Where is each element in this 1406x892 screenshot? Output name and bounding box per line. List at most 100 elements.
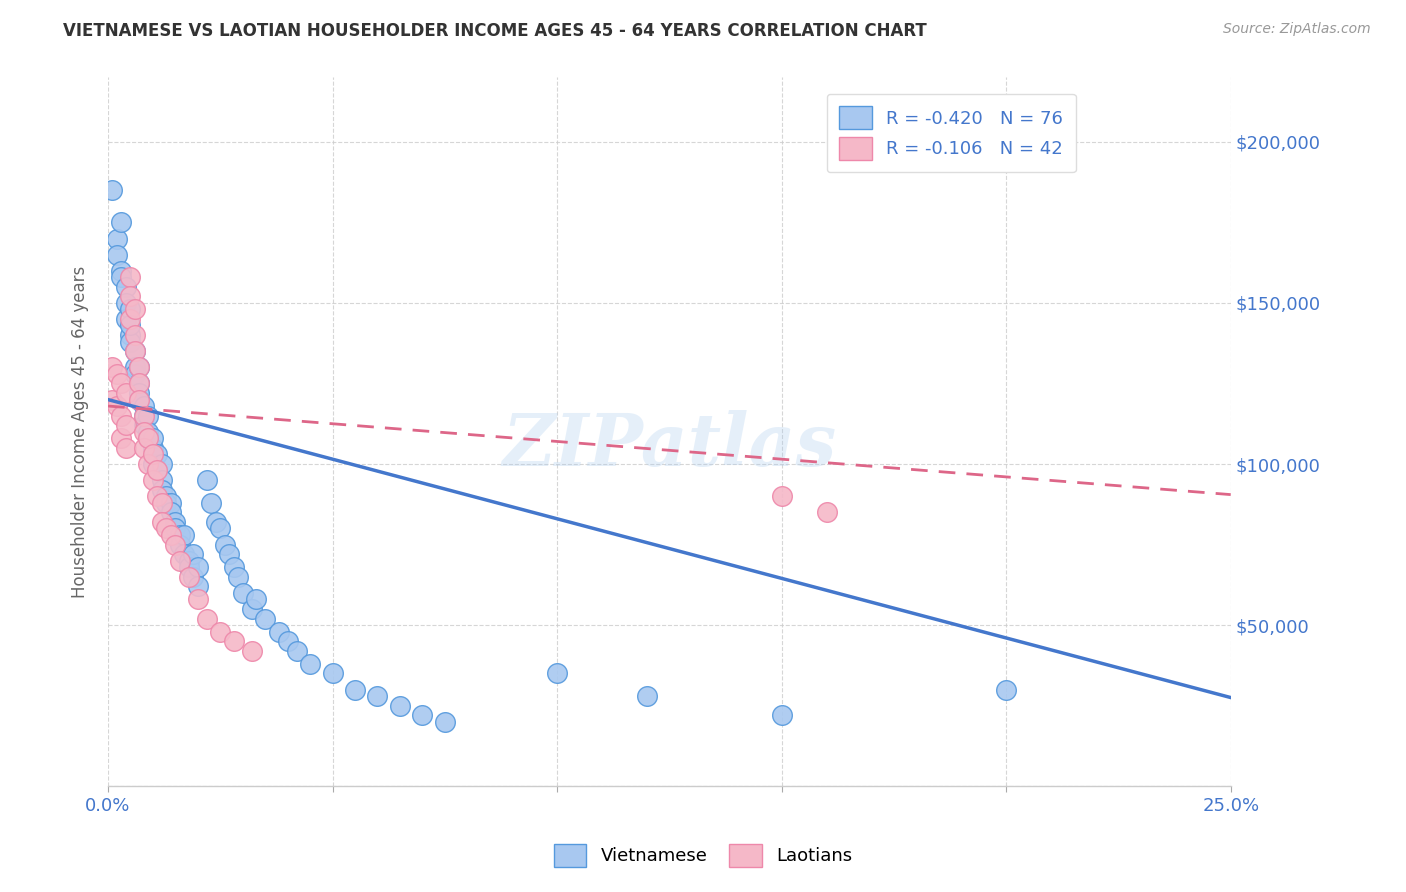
Point — [195, 612, 218, 626]
Point — [226, 570, 249, 584]
Point — [218, 547, 240, 561]
Point — [120, 328, 142, 343]
Point — [222, 634, 245, 648]
Point — [115, 280, 138, 294]
Point — [146, 447, 169, 461]
Point — [128, 386, 150, 401]
Point — [110, 215, 132, 229]
Point — [165, 515, 187, 529]
Point — [150, 515, 173, 529]
Point — [254, 612, 277, 626]
Point — [173, 547, 195, 561]
Point — [155, 496, 177, 510]
Y-axis label: Householder Income Ages 45 - 64 years: Householder Income Ages 45 - 64 years — [72, 266, 89, 598]
Point — [160, 505, 183, 519]
Point — [187, 560, 209, 574]
Point — [240, 644, 263, 658]
Point — [142, 447, 165, 461]
Point — [995, 682, 1018, 697]
Point — [120, 312, 142, 326]
Point — [240, 602, 263, 616]
Point — [132, 425, 155, 439]
Point — [277, 634, 299, 648]
Point — [110, 431, 132, 445]
Point — [177, 554, 200, 568]
Point — [120, 289, 142, 303]
Point — [128, 392, 150, 407]
Point — [267, 624, 290, 639]
Point — [770, 708, 793, 723]
Point — [150, 483, 173, 497]
Point — [200, 496, 222, 510]
Point — [770, 489, 793, 503]
Point — [132, 441, 155, 455]
Point — [366, 689, 388, 703]
Point — [105, 367, 128, 381]
Point — [142, 473, 165, 487]
Point — [169, 554, 191, 568]
Point — [146, 463, 169, 477]
Point — [173, 528, 195, 542]
Point — [142, 431, 165, 445]
Point — [132, 418, 155, 433]
Point — [128, 360, 150, 375]
Point — [124, 367, 146, 381]
Point — [120, 302, 142, 317]
Point — [142, 457, 165, 471]
Point — [120, 334, 142, 349]
Point — [128, 360, 150, 375]
Legend: R = -0.420   N = 76, R = -0.106   N = 42: R = -0.420 N = 76, R = -0.106 N = 42 — [827, 94, 1076, 172]
Point — [285, 644, 308, 658]
Text: VIETNAMESE VS LAOTIAN HOUSEHOLDER INCOME AGES 45 - 64 YEARS CORRELATION CHART: VIETNAMESE VS LAOTIAN HOUSEHOLDER INCOME… — [63, 22, 927, 40]
Point — [124, 302, 146, 317]
Point — [187, 579, 209, 593]
Point — [232, 586, 254, 600]
Point — [110, 270, 132, 285]
Point — [177, 570, 200, 584]
Point — [209, 624, 232, 639]
Point — [124, 360, 146, 375]
Point — [160, 496, 183, 510]
Point — [132, 399, 155, 413]
Point — [138, 425, 160, 439]
Point — [120, 270, 142, 285]
Point — [322, 666, 344, 681]
Point — [195, 473, 218, 487]
Point — [636, 689, 658, 703]
Point — [245, 592, 267, 607]
Point — [181, 570, 204, 584]
Point — [105, 399, 128, 413]
Point — [150, 457, 173, 471]
Point — [546, 666, 568, 681]
Point — [169, 528, 191, 542]
Point — [343, 682, 366, 697]
Point — [146, 489, 169, 503]
Point — [124, 344, 146, 359]
Text: Source: ZipAtlas.com: Source: ZipAtlas.com — [1223, 22, 1371, 37]
Point — [169, 537, 191, 551]
Point — [209, 521, 232, 535]
Point — [101, 392, 124, 407]
Point — [388, 698, 411, 713]
Point — [132, 409, 155, 423]
Point — [138, 457, 160, 471]
Point — [128, 376, 150, 391]
Point — [115, 441, 138, 455]
Point — [165, 537, 187, 551]
Point — [110, 376, 132, 391]
Point — [101, 183, 124, 197]
Point — [128, 376, 150, 391]
Point — [815, 505, 838, 519]
Point — [120, 318, 142, 333]
Point — [124, 344, 146, 359]
Point — [132, 409, 155, 423]
Point — [115, 296, 138, 310]
Point — [160, 528, 183, 542]
Point — [299, 657, 322, 671]
Point — [110, 264, 132, 278]
Point — [181, 547, 204, 561]
Point — [165, 521, 187, 535]
Point — [150, 496, 173, 510]
Point — [433, 714, 456, 729]
Point — [101, 360, 124, 375]
